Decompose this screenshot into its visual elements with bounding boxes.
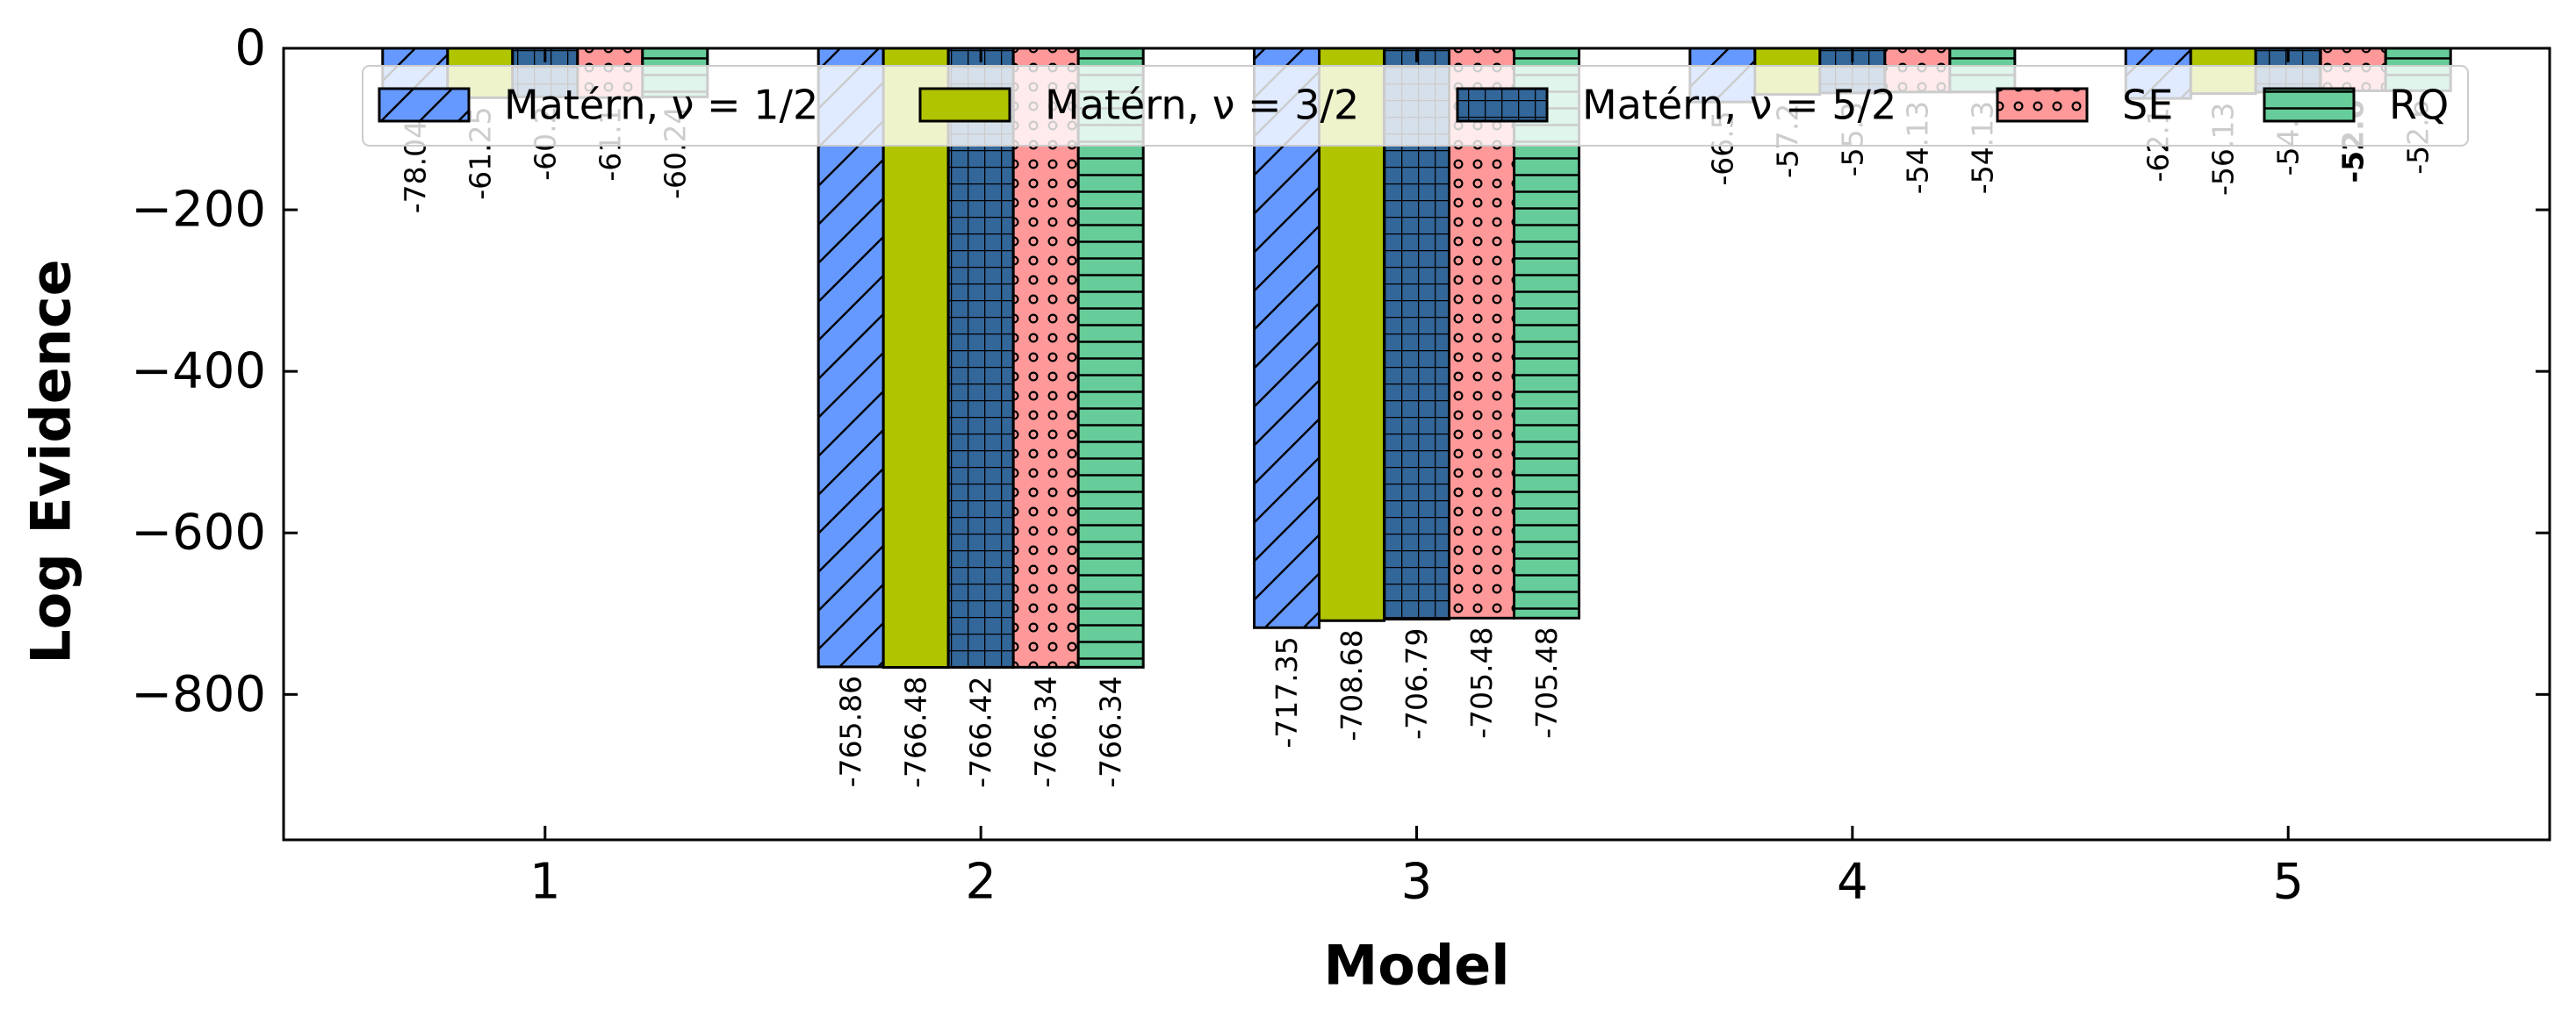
- legend-swatch-outline: [1456, 87, 1549, 123]
- bar: [1011, 47, 1080, 669]
- legend-entry: SE: [1996, 82, 2173, 129]
- y-tick-label: −200: [131, 182, 266, 239]
- legend-swatch-hatch: [2264, 89, 2354, 121]
- bar: [1076, 47, 1145, 669]
- bar-hatch: [818, 48, 884, 667]
- legend-swatch-outline: [378, 87, 471, 123]
- bar-fill: [883, 48, 949, 668]
- y-tick-label: −600: [131, 505, 266, 562]
- x-tick-label: 1: [529, 854, 561, 911]
- legend-swatch-hatch: [1457, 89, 1547, 121]
- legend-entry: Matérn, ν = 3/2: [918, 82, 1359, 129]
- bar-hatch: [1078, 48, 1144, 668]
- legend-label: SE: [2122, 82, 2173, 129]
- x-axis-title: Model: [1324, 934, 1510, 998]
- legend-label: Matérn, ν = 1/2: [504, 82, 818, 129]
- legend-label: RQ: [2389, 82, 2449, 129]
- legend-swatch-outline: [1996, 87, 2089, 123]
- y-tick-label: −400: [131, 343, 266, 400]
- legend-swatch-hatch: [1997, 89, 2087, 121]
- legend-frame: [362, 65, 2469, 147]
- legend-entry: Matérn, ν = 1/2: [378, 82, 818, 129]
- bar-value-label: -766.48: [899, 676, 933, 787]
- legend-label: Matérn, ν = 5/2: [1582, 82, 1896, 129]
- x-tick-label: 2: [965, 854, 997, 911]
- bar-value-label: -765.86: [834, 676, 868, 787]
- bar-value-label: -706.79: [1400, 628, 1434, 740]
- legend-entry: RQ: [2263, 82, 2449, 129]
- x-tick-label: 3: [1401, 854, 1433, 911]
- bar-value-label: -766.34: [1094, 676, 1128, 787]
- bar: [946, 47, 1015, 669]
- bar-value-label: -717.35: [1270, 636, 1304, 748]
- bar-hatch: [1013, 48, 1079, 668]
- legend-box: Matérn, ν = 1/2 Matérn, ν = 3/2 Matérn, ν …: [362, 65, 2469, 147]
- axes: 0 −200 −400 −600 −800 1 2 3 4 5 Model Log Evidence: [19, 20, 2551, 998]
- legend-swatch-outline: [918, 87, 1011, 123]
- x-tick-label: 5: [2272, 854, 2304, 911]
- legend-swatch: [920, 89, 1010, 121]
- bar-value-label: -766.42: [964, 676, 998, 787]
- legend-swatch-hatch: [379, 89, 469, 121]
- y-axis-title: Log Evidence: [19, 259, 83, 663]
- bar-hatch: [948, 48, 1014, 668]
- y-tick-label: 0: [234, 20, 266, 77]
- legend-swatch-outline: [2263, 87, 2356, 123]
- bar-value-label: -708.68: [1335, 629, 1369, 741]
- legend: Matérn, ν = 1/2 Matérn, ν = 3/2 Matérn, ν …: [362, 65, 2469, 147]
- bar-value-label: -705.48: [1529, 627, 1564, 738]
- bar-value-label: -705.48: [1464, 627, 1499, 738]
- legend-entry: Matérn, ν = 5/2: [1456, 82, 1896, 129]
- x-tick-label: 4: [1837, 854, 1868, 911]
- y-tick-label: −800: [131, 666, 266, 723]
- bar-value-label: -766.34: [1029, 676, 1063, 787]
- legend-label: Matérn, ν = 3/2: [1045, 82, 1359, 129]
